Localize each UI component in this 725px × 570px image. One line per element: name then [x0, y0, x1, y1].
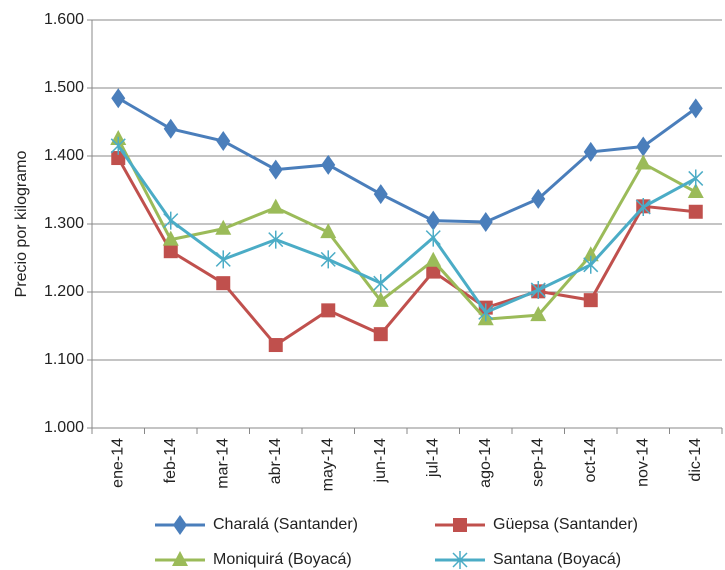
marker [172, 551, 188, 566]
marker [215, 250, 231, 269]
marker [478, 211, 493, 232]
marker [163, 244, 178, 259]
marker [216, 131, 231, 152]
legend-label: Charalá (Santander) [213, 516, 358, 533]
marker [425, 251, 442, 267]
marker [163, 211, 179, 230]
series-line [117, 96, 697, 224]
marker [111, 88, 126, 109]
marker [583, 141, 598, 162]
marker [688, 169, 704, 188]
y-axis-label: Precio por kilogramo [13, 151, 30, 298]
marker [530, 280, 546, 299]
marker [635, 154, 652, 170]
marker [110, 136, 126, 155]
x-tick-label: oct-14 [582, 438, 599, 483]
y-tick-label: 1.300 [44, 215, 84, 232]
x-tick-label: feb-14 [162, 438, 179, 483]
x-tick-label: jun-14 [372, 438, 389, 484]
marker [452, 551, 468, 569]
y-tick-label: 1.600 [44, 11, 84, 28]
marker [425, 228, 441, 247]
legend-label: Santana (Boyacá) [493, 551, 621, 568]
marker [530, 306, 547, 322]
marker [320, 223, 337, 239]
series-line [116, 138, 697, 321]
marker [687, 183, 704, 199]
x-tick-label: nov-14 [634, 438, 651, 487]
marker [268, 159, 283, 180]
y-tick-label: 1.400 [44, 147, 84, 164]
x-tick-label: mar-14 [214, 438, 231, 489]
marker [268, 338, 283, 353]
x-tick-label: ene-14 [109, 438, 126, 488]
marker [320, 250, 336, 269]
marker [215, 219, 232, 235]
marker [373, 274, 389, 293]
marker [373, 327, 388, 342]
marker [373, 184, 388, 205]
marker [173, 515, 187, 535]
y-tick-label: 1.200 [44, 283, 84, 300]
marker [111, 151, 126, 166]
x-tick-label: abr-14 [267, 438, 284, 484]
marker [583, 293, 598, 308]
marker [478, 303, 494, 322]
marker [426, 264, 441, 279]
x-tick-label: sep-14 [529, 438, 546, 487]
marker [163, 118, 178, 139]
marker [267, 198, 284, 214]
x-tick-label: may-14 [319, 438, 336, 491]
x-tick-label: jul-14 [424, 438, 441, 478]
marker [162, 230, 179, 246]
series-line [117, 144, 697, 315]
marker [372, 291, 389, 307]
marker [583, 255, 599, 274]
marker [268, 230, 284, 249]
marker [636, 136, 651, 157]
marker [635, 198, 651, 216]
series-line [116, 157, 696, 348]
marker [426, 210, 441, 231]
marker [216, 276, 231, 291]
marker [688, 204, 703, 219]
marker [321, 303, 336, 318]
legend-label: Moniquirá (Boyacá) [213, 551, 352, 568]
marker [321, 154, 336, 175]
marker [531, 188, 546, 209]
marker [688, 98, 703, 119]
legend-label: Güepsa (Santander) [493, 516, 638, 533]
y-tick-label: 1.000 [44, 419, 84, 436]
marker [453, 518, 467, 532]
x-tick-label: dic-14 [687, 438, 704, 482]
y-tick-label: 1.100 [44, 351, 84, 368]
marker [582, 246, 599, 262]
y-tick-label: 1.500 [44, 79, 84, 96]
x-tick-label: ago-14 [477, 438, 494, 488]
